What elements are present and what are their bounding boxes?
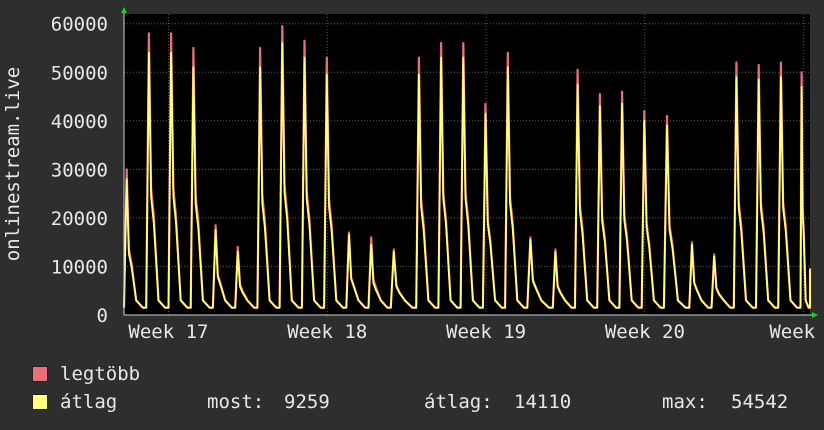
y-tick-label: 10000 [51,256,108,278]
x-tick-label: Week 17 [128,321,208,343]
stat-now-label: most: [207,391,265,413]
x-tick-label: Week 20 [605,321,685,343]
legend-max-swatch [32,366,48,382]
stat-avg-label: átlag: [424,391,493,413]
y-tick-label: 60000 [51,14,108,36]
y-axis-arrow-icon [121,7,127,13]
stat-max-label: max: [662,391,708,413]
y-axis-label: onlinestream.live [2,67,24,261]
legend-max-label: legtöbb [60,363,141,385]
stat-now-value: 9259 [284,391,330,413]
x-tick-label: Week 18 [287,321,367,343]
series-line-atlag [123,42,811,309]
y-tick-label: 20000 [51,208,108,230]
axis-labels: 0 10000 20000 30000 40000 50000 60000 Week 17 We… [51,14,824,343]
plot-background [124,14,810,315]
stat-avg-value: 14110 [514,391,572,413]
y-tick-label: 50000 [51,62,108,84]
legend-max: legtöbb [32,363,140,385]
legend-avg-swatch [32,394,48,410]
legend-avg-label: átlag [60,391,118,413]
series-layer [122,25,812,309]
y-tick-label: 30000 [51,159,108,181]
axes [121,7,818,318]
y-tick-label: 0 [97,305,108,327]
x-tick-label: Week 2 [769,321,824,343]
legend-avg: átlag [32,391,117,413]
stat-max-value: 54542 [731,391,789,413]
x-tick-label: Week 19 [446,321,526,343]
y-tick-label: 40000 [51,111,108,133]
x-axis-arrow-icon [812,312,818,318]
